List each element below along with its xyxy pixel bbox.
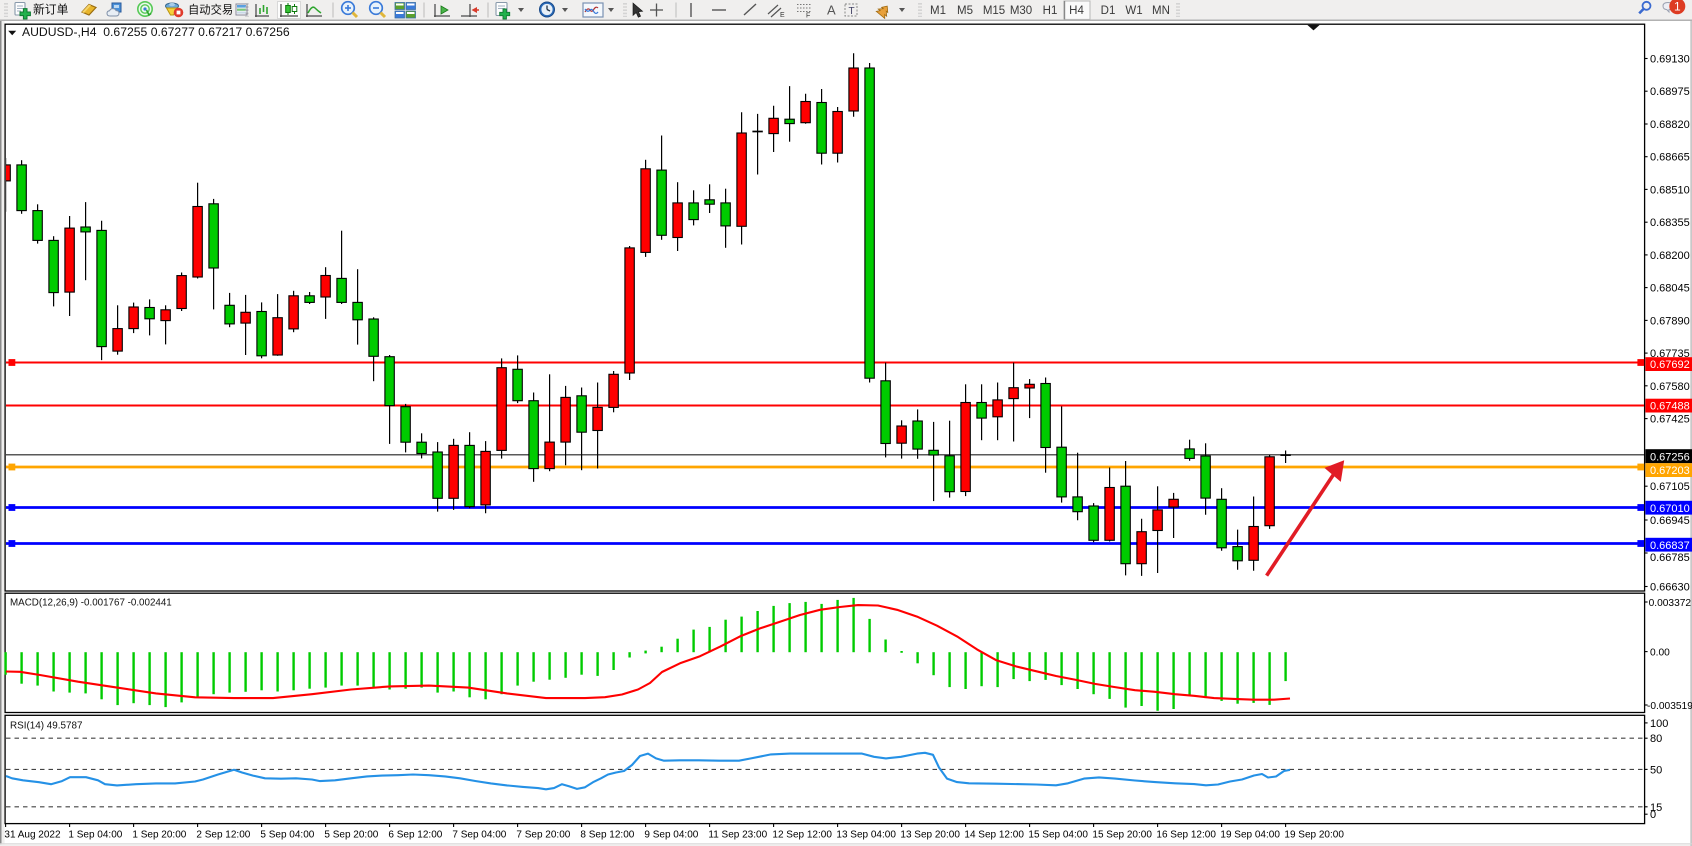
svg-text:-0.003519: -0.003519	[1647, 701, 1692, 712]
svg-text:0.67256: 0.67256	[1650, 451, 1690, 463]
svg-text:0.67105: 0.67105	[1650, 481, 1690, 493]
svg-text:100: 100	[1650, 718, 1668, 730]
svg-text:15: 15	[1650, 802, 1662, 814]
svg-text:D1: D1	[1101, 5, 1116, 17]
svg-text:11 Sep 23:00: 11 Sep 23:00	[708, 829, 767, 840]
svg-text:MN: MN	[1152, 5, 1170, 17]
svg-text:0.67010: 0.67010	[1650, 503, 1690, 515]
svg-text:50: 50	[1650, 764, 1662, 776]
svg-text:0.69130: 0.69130	[1650, 54, 1690, 66]
svg-text:0.68975: 0.68975	[1650, 86, 1690, 98]
svg-text:13 Sep 04:00: 13 Sep 04:00	[836, 829, 896, 840]
svg-text:0.67580: 0.67580	[1650, 381, 1690, 393]
svg-text:0.67425: 0.67425	[1650, 414, 1690, 426]
svg-text:0.68820: 0.68820	[1650, 119, 1690, 131]
svg-text:19 Sep 04:00: 19 Sep 04:00	[1220, 829, 1280, 840]
svg-text:0: 0	[1650, 809, 1656, 821]
svg-text:M1: M1	[930, 5, 946, 17]
svg-text:15 Sep 04:00: 15 Sep 04:00	[1028, 829, 1088, 840]
svg-text:MACD(12,26,9) -0.001767 -0.002: MACD(12,26,9) -0.001767 -0.002441	[10, 598, 172, 609]
svg-text:W1: W1	[1125, 5, 1142, 17]
svg-text:0.66630: 0.66630	[1650, 582, 1690, 594]
svg-text:7 Sep 20:00: 7 Sep 20:00	[516, 829, 570, 840]
svg-text:1: 1	[1674, 0, 1681, 14]
svg-text:0.68200: 0.68200	[1650, 250, 1690, 262]
svg-text:1 Sep 04:00: 1 Sep 04:00	[68, 829, 122, 840]
svg-text:12 Sep 12:00: 12 Sep 12:00	[772, 829, 832, 840]
svg-text:新订单: 新订单	[33, 3, 69, 17]
svg-text:0.67488: 0.67488	[1650, 401, 1690, 413]
svg-text:0.68355: 0.68355	[1650, 217, 1690, 229]
svg-text:0.00: 0.00	[1650, 647, 1670, 658]
svg-text:0.67890: 0.67890	[1650, 315, 1690, 327]
svg-text:M30: M30	[1010, 5, 1032, 17]
svg-text:M15: M15	[983, 5, 1005, 17]
svg-text:8 Sep 12:00: 8 Sep 12:00	[580, 829, 634, 840]
svg-text:6 Sep 12:00: 6 Sep 12:00	[388, 829, 442, 840]
svg-text:5 Sep 04:00: 5 Sep 04:00	[260, 829, 314, 840]
svg-text:0.67692: 0.67692	[1650, 359, 1690, 371]
svg-text:自动交易: 自动交易	[188, 3, 233, 17]
svg-text:31 Aug 2022: 31 Aug 2022	[4, 829, 61, 840]
svg-text:0.67203: 0.67203	[1650, 465, 1690, 477]
svg-text:A: A	[827, 3, 836, 18]
svg-text:13 Sep 20:00: 13 Sep 20:00	[900, 829, 960, 840]
svg-text:9 Sep 04:00: 9 Sep 04:00	[644, 829, 698, 840]
svg-text:RSI(14) 49.5787: RSI(14) 49.5787	[10, 721, 82, 732]
svg-text:H1: H1	[1043, 5, 1058, 17]
svg-text:1 Sep 20:00: 1 Sep 20:00	[132, 829, 186, 840]
svg-text:H4: H4	[1069, 5, 1084, 17]
svg-text:T: T	[849, 6, 855, 17]
svg-text:F: F	[806, 13, 810, 20]
svg-text:0.003372: 0.003372	[1649, 598, 1692, 609]
svg-text:7 Sep 04:00: 7 Sep 04:00	[452, 829, 506, 840]
svg-text:14 Sep 12:00: 14 Sep 12:00	[964, 829, 1024, 840]
svg-text:0.67735: 0.67735	[1650, 348, 1690, 360]
svg-text:0.66837: 0.66837	[1650, 540, 1690, 552]
svg-text:AUDUSD-,H4 0.67255 0.67277 0.: AUDUSD-,H4 0.67255 0.67277 0.67217 0.672…	[22, 25, 290, 39]
svg-text:80: 80	[1650, 733, 1662, 745]
svg-text:0.68510: 0.68510	[1650, 184, 1690, 196]
svg-text:16 Sep 12:00: 16 Sep 12:00	[1156, 829, 1216, 840]
svg-text:19 Sep 20:00: 19 Sep 20:00	[1284, 829, 1344, 840]
svg-text:0.66785: 0.66785	[1650, 552, 1690, 564]
svg-text:0.68045: 0.68045	[1650, 283, 1690, 295]
svg-text:2 Sep 12:00: 2 Sep 12:00	[196, 829, 250, 840]
svg-text:0.68665: 0.68665	[1650, 152, 1690, 164]
svg-text:0.66945: 0.66945	[1650, 515, 1690, 527]
svg-text:E: E	[780, 12, 785, 19]
svg-text:M5: M5	[957, 5, 973, 17]
svg-text:5 Sep 20:00: 5 Sep 20:00	[324, 829, 378, 840]
svg-text:15 Sep 20:00: 15 Sep 20:00	[1092, 829, 1152, 840]
